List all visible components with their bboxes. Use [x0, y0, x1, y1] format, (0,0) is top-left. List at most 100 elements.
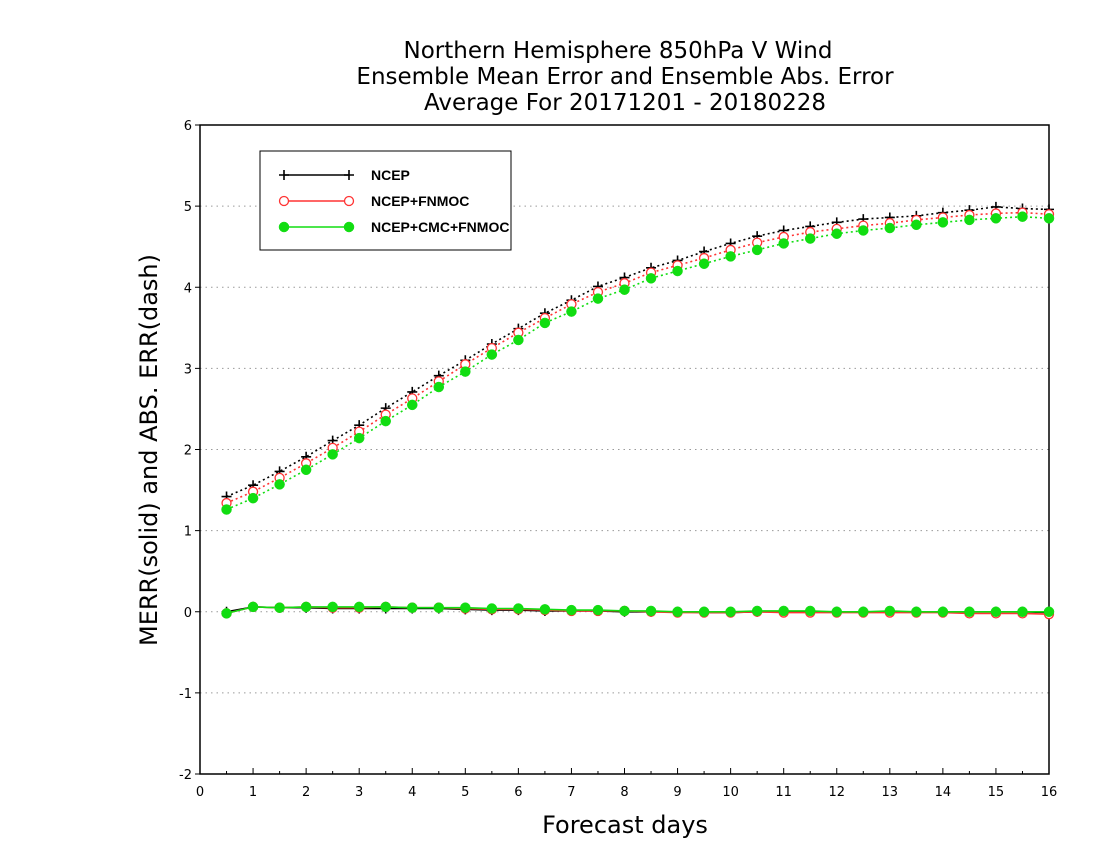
y-tick-label: 1	[184, 525, 192, 540]
abs-err-point	[353, 432, 365, 444]
x-tick-label: 2	[302, 785, 310, 800]
x-tick-label: 14	[935, 785, 952, 800]
legend: NCEP NCEP+FNMOC NCEP+CMC+FNMOC	[259, 150, 512, 251]
x-tick-label: 10	[722, 785, 739, 800]
abs-err-line-ncep-fnmoc	[226, 211, 1050, 504]
abs-err-point	[247, 492, 259, 504]
abs-err-point	[804, 233, 816, 244]
legend-label: NCEP	[371, 167, 410, 183]
merr-point	[247, 601, 259, 613]
abs-err-point	[751, 244, 763, 256]
legend-label: NCEP+FNMOC	[371, 193, 469, 209]
abs-err-point	[380, 415, 391, 427]
x-tick-label: 9	[673, 785, 681, 800]
merr-point	[911, 606, 922, 617]
legend-marker	[343, 195, 355, 207]
legend-marker	[344, 170, 354, 180]
abs-err-point	[592, 293, 604, 304]
merr-point	[937, 606, 949, 617]
x-axis-label: Forecast days	[542, 811, 708, 839]
abs-err-point	[964, 214, 975, 226]
abs-err-point	[672, 265, 683, 277]
abs-err-point	[698, 258, 710, 269]
x-tick-label: 16	[1041, 785, 1058, 800]
x-tick-label: 3	[355, 785, 363, 800]
y-tick-label: -1	[179, 687, 192, 702]
legend-marker	[278, 195, 290, 207]
merr-point	[645, 605, 657, 617]
series-layer	[221, 201, 1055, 620]
merr-point	[884, 605, 896, 617]
legend-marker	[343, 221, 355, 233]
merr-point	[804, 605, 816, 617]
abs-err-point	[884, 222, 896, 234]
y-tick-label: 0	[184, 606, 192, 621]
merr-point	[1017, 606, 1028, 617]
x-tick-label: 8	[620, 785, 628, 800]
merr-point	[619, 605, 630, 617]
abs-err-point	[221, 504, 232, 515]
x-tick-label: 7	[567, 785, 575, 800]
merr-point	[513, 603, 524, 614]
abs-err-point	[911, 219, 922, 231]
abs-err-point	[645, 273, 657, 284]
abs-err-point	[433, 381, 445, 393]
series-ncep-cmc-fnmoc	[221, 211, 1055, 619]
x-tick-label: 0	[196, 785, 204, 800]
merr-point	[221, 608, 232, 619]
merr-point	[433, 602, 445, 613]
x-tick-label: 13	[882, 785, 899, 800]
legend-entry: NCEP+FNMOC	[278, 193, 469, 209]
merr-point	[274, 602, 285, 613]
legend-label: NCEP+CMC+FNMOC	[371, 219, 509, 235]
abs-err-point	[513, 334, 524, 346]
abs-err-point	[539, 317, 551, 329]
abs-err-point	[937, 217, 949, 228]
abs-err-point	[725, 251, 736, 262]
chart-title-line-3: Average For 20171201 - 20180228	[424, 90, 826, 116]
merr-point	[751, 605, 763, 617]
series-ncep	[221, 201, 1054, 618]
merr-point	[300, 601, 312, 613]
abs-err-point	[274, 479, 285, 490]
merr-point	[486, 603, 498, 614]
merr-point	[539, 604, 551, 615]
y-tick-label: 4	[184, 281, 192, 296]
x-tick-label: 4	[408, 785, 416, 800]
x-tick-label: 1	[249, 785, 257, 800]
merr-point	[672, 606, 683, 617]
abs-err-point	[566, 306, 577, 317]
y-tick-label: 5	[184, 200, 192, 215]
x-tick-label: 5	[461, 785, 469, 800]
y-tick-label: 2	[184, 444, 192, 459]
merr-point	[566, 604, 577, 616]
x-tick-label: 6	[514, 785, 522, 800]
abs-err-point	[858, 225, 869, 236]
merr-point	[858, 606, 869, 617]
merr-point	[353, 601, 365, 613]
abs-err-point	[486, 349, 498, 360]
merr-point	[460, 602, 471, 613]
merr-point	[698, 606, 710, 617]
series-ncep-fnmoc	[221, 207, 1055, 620]
chart-title-line-2: Ensemble Mean Error and Ensemble Abs. Er…	[356, 64, 894, 90]
merr-point	[778, 605, 789, 617]
merr-point	[831, 606, 842, 617]
abs-err-point	[778, 238, 789, 249]
y-tick-label: -2	[179, 768, 192, 783]
legend-marker	[278, 221, 290, 233]
legend-marker	[279, 170, 289, 180]
abs-err-point	[460, 366, 471, 377]
abs-err-point	[327, 449, 338, 460]
merr-point	[990, 606, 1002, 617]
x-tick-label: 15	[988, 785, 1005, 800]
abs-err-point	[619, 284, 630, 295]
abs-err-point	[407, 399, 418, 411]
merr-point	[592, 604, 604, 616]
x-tick-label: 11	[775, 785, 792, 800]
abs-err-point	[300, 464, 312, 476]
abs-err-line-ncep-cmc-fnmoc	[226, 215, 1050, 511]
abs-err-point	[990, 213, 1002, 224]
